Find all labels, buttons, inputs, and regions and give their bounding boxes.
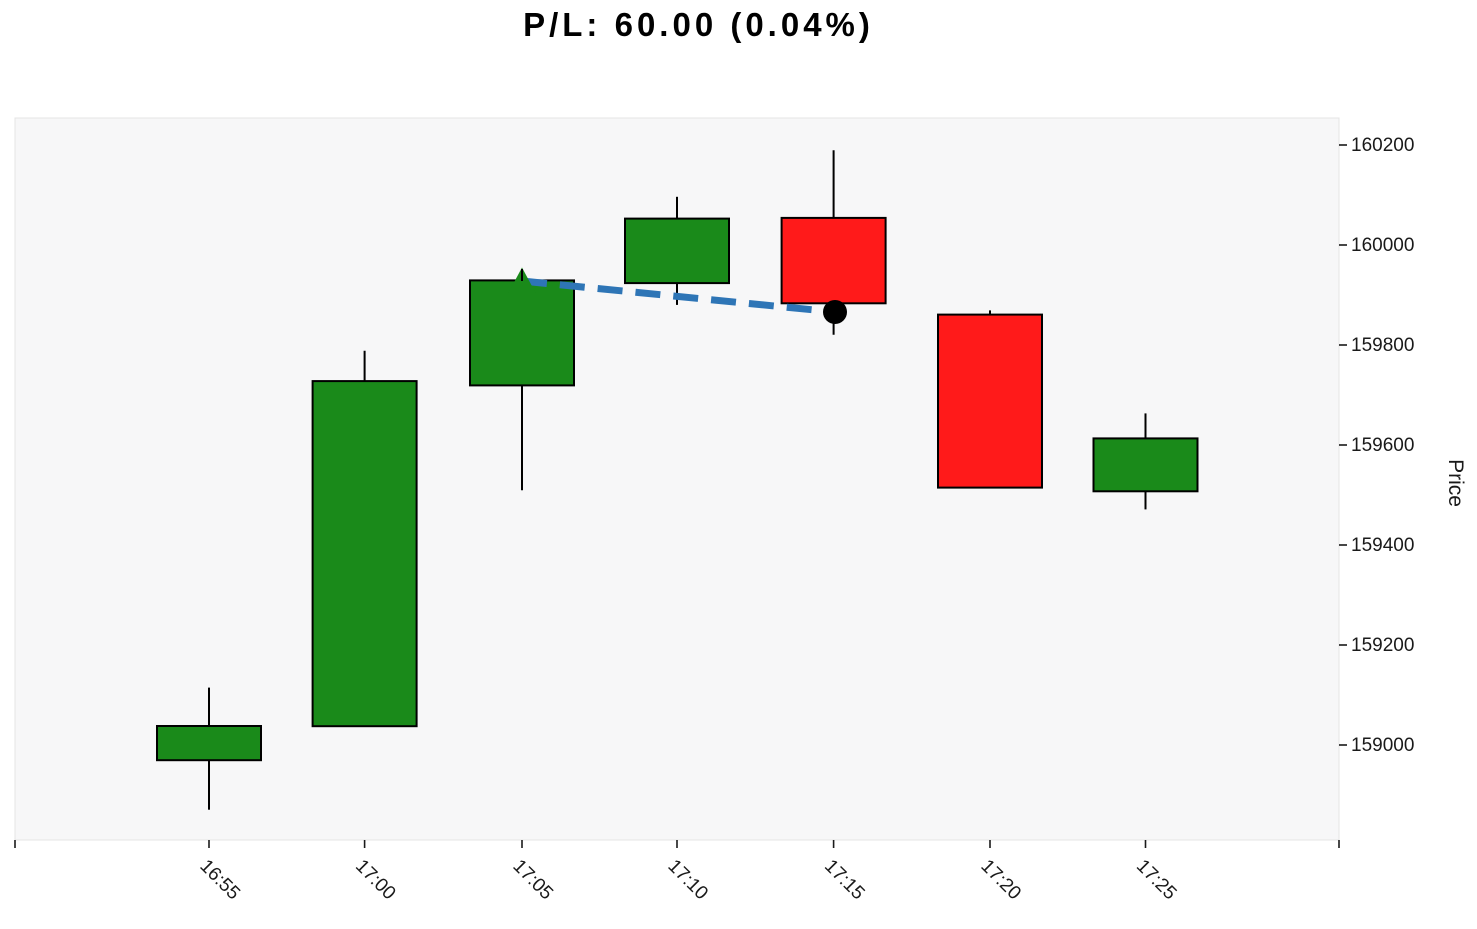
svg-text:160000: 160000 xyxy=(1351,235,1414,256)
svg-text:17:15: 17:15 xyxy=(820,856,868,904)
svg-text:17:20: 17:20 xyxy=(976,856,1024,904)
svg-text:17:25: 17:25 xyxy=(1132,856,1180,904)
svg-text:17:10: 17:10 xyxy=(663,856,711,904)
svg-text:17:00: 17:00 xyxy=(351,856,399,904)
svg-text:17:05: 17:05 xyxy=(508,856,556,904)
svg-text:159600: 159600 xyxy=(1351,435,1414,456)
svg-text:159000: 159000 xyxy=(1351,735,1414,756)
svg-text:Price: Price xyxy=(1444,459,1467,507)
svg-text:159800: 159800 xyxy=(1351,335,1414,356)
svg-text:16:55: 16:55 xyxy=(195,856,243,904)
svg-text:159200: 159200 xyxy=(1351,635,1414,656)
svg-text:159400: 159400 xyxy=(1351,535,1414,556)
svg-text:160200: 160200 xyxy=(1351,135,1414,156)
